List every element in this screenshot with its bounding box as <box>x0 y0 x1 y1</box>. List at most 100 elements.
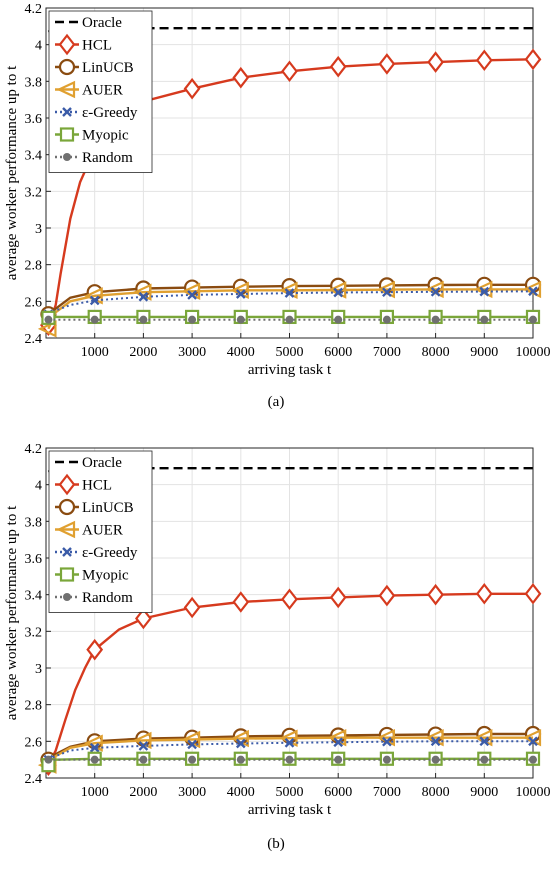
y-tick-label: 3.4 <box>25 149 43 164</box>
data-point <box>475 582 493 605</box>
data-point <box>235 738 246 749</box>
x-tick-label: 5000 <box>276 785 304 800</box>
y-axis-label: average worker performance up to t <box>4 505 20 720</box>
data-point <box>285 755 294 764</box>
y-tick-label: 4.2 <box>25 2 43 17</box>
x-tick-label: 10000 <box>516 345 551 360</box>
legend-label: AUER <box>82 523 123 539</box>
data-point <box>378 584 396 607</box>
line-chart-b: 1000 2000 3000 4000 5000 6000 7000 8000 9000 1000… <box>4 442 551 818</box>
data-point <box>236 315 245 324</box>
x-tick-label: 2000 <box>129 785 157 800</box>
x-tick-label: 7000 <box>373 785 401 800</box>
y-tick-label: 3.8 <box>25 75 43 90</box>
legend-label: Oracle <box>82 455 122 471</box>
legend-label: Random <box>82 150 133 166</box>
data-point <box>430 736 441 747</box>
data-point <box>427 583 444 606</box>
data-point <box>86 638 104 661</box>
data-point <box>333 737 344 748</box>
legend-label: LinUCB <box>82 500 134 516</box>
legend-marker <box>62 107 72 117</box>
legend-marker <box>56 520 76 539</box>
data-point <box>90 315 99 324</box>
legend-marker <box>56 80 76 99</box>
data-point <box>187 290 197 300</box>
x-tick-label: 4000 <box>227 785 255 800</box>
x-tick-label: 5000 <box>276 345 304 360</box>
x-tick-label: 8000 <box>422 785 450 800</box>
data-point <box>431 315 440 324</box>
line-chart-a: 1000 2000 3000 4000 5000 6000 7000 8000 9000 1000… <box>4 2 551 378</box>
data-point <box>329 55 347 78</box>
legend-label: Random <box>82 590 133 606</box>
caption-a: (a) <box>267 394 285 410</box>
data-point <box>135 607 152 630</box>
data-point <box>232 66 250 89</box>
x-tick-label: 6000 <box>324 345 352 360</box>
series-line <box>47 592 533 766</box>
series-0 <box>47 27 533 33</box>
y-tick-label: 2.4 <box>25 772 43 787</box>
legend-label: LinUCB <box>82 60 134 76</box>
x-tick-label: 9000 <box>470 345 498 360</box>
y-tick-label: 3.6 <box>25 552 43 567</box>
data-point <box>285 315 294 324</box>
chart-panel-a: 1000 2000 3000 4000 5000 6000 7000 8000 9000 1000… <box>0 0 552 440</box>
legend-marker <box>63 593 71 601</box>
data-point <box>382 287 392 298</box>
data-point <box>139 315 148 324</box>
x-tick-label: 7000 <box>373 345 401 360</box>
y-tick-label: 3.4 <box>25 589 43 604</box>
data-point <box>431 755 440 764</box>
caption-b: (b) <box>267 836 285 852</box>
data-point <box>187 739 197 750</box>
y-tick-label: 2.8 <box>25 259 43 274</box>
x-tick-label: 8000 <box>422 345 450 360</box>
x-axis-label: arriving task t <box>248 362 332 378</box>
series-1 <box>40 582 542 776</box>
data-point <box>232 591 250 613</box>
data-point <box>427 51 444 73</box>
y-tick-label: 2.6 <box>25 735 43 750</box>
data-point <box>334 755 343 764</box>
data-point <box>480 755 489 764</box>
data-point <box>524 582 542 605</box>
legend-marker <box>58 498 76 516</box>
data-point <box>378 53 396 75</box>
legend-label: ε-Greedy <box>82 105 138 121</box>
series-6 <box>44 315 537 324</box>
data-point <box>528 736 538 747</box>
y-tick-label: 2.4 <box>25 332 43 347</box>
legend-marker <box>58 58 76 76</box>
data-point <box>475 49 493 72</box>
data-point <box>281 588 298 611</box>
legend-label: AUER <box>82 83 123 99</box>
data-point <box>44 315 53 324</box>
y-tick-label: 3.8 <box>25 515 43 530</box>
data-point <box>188 755 197 764</box>
data-point <box>89 742 100 753</box>
x-axis-label: arriving task t <box>248 802 332 818</box>
series-0 <box>47 467 533 473</box>
x-tick-label: 9000 <box>470 785 498 800</box>
legend: Oracle HCL LinUCB AUER ε-Greedy Myopic Random <box>48 450 153 613</box>
data-point <box>382 315 391 324</box>
data-point <box>89 295 100 306</box>
data-point <box>479 736 490 747</box>
legend-marker <box>58 473 76 496</box>
x-tick-label: 10000 <box>516 785 551 800</box>
data-point <box>334 315 343 324</box>
y-tick-label: 2.8 <box>25 699 43 714</box>
legend-marker <box>62 547 72 557</box>
data-point <box>382 736 392 747</box>
y-tick-label: 3.2 <box>25 625 43 640</box>
legend-label: Myopic <box>82 568 129 584</box>
legend-label: Myopic <box>82 128 129 144</box>
data-point <box>90 755 99 764</box>
data-point <box>138 741 149 751</box>
data-point <box>382 755 391 764</box>
y-tick-label: 4.2 <box>25 442 43 457</box>
data-point <box>333 287 344 298</box>
series-line <box>47 27 533 33</box>
